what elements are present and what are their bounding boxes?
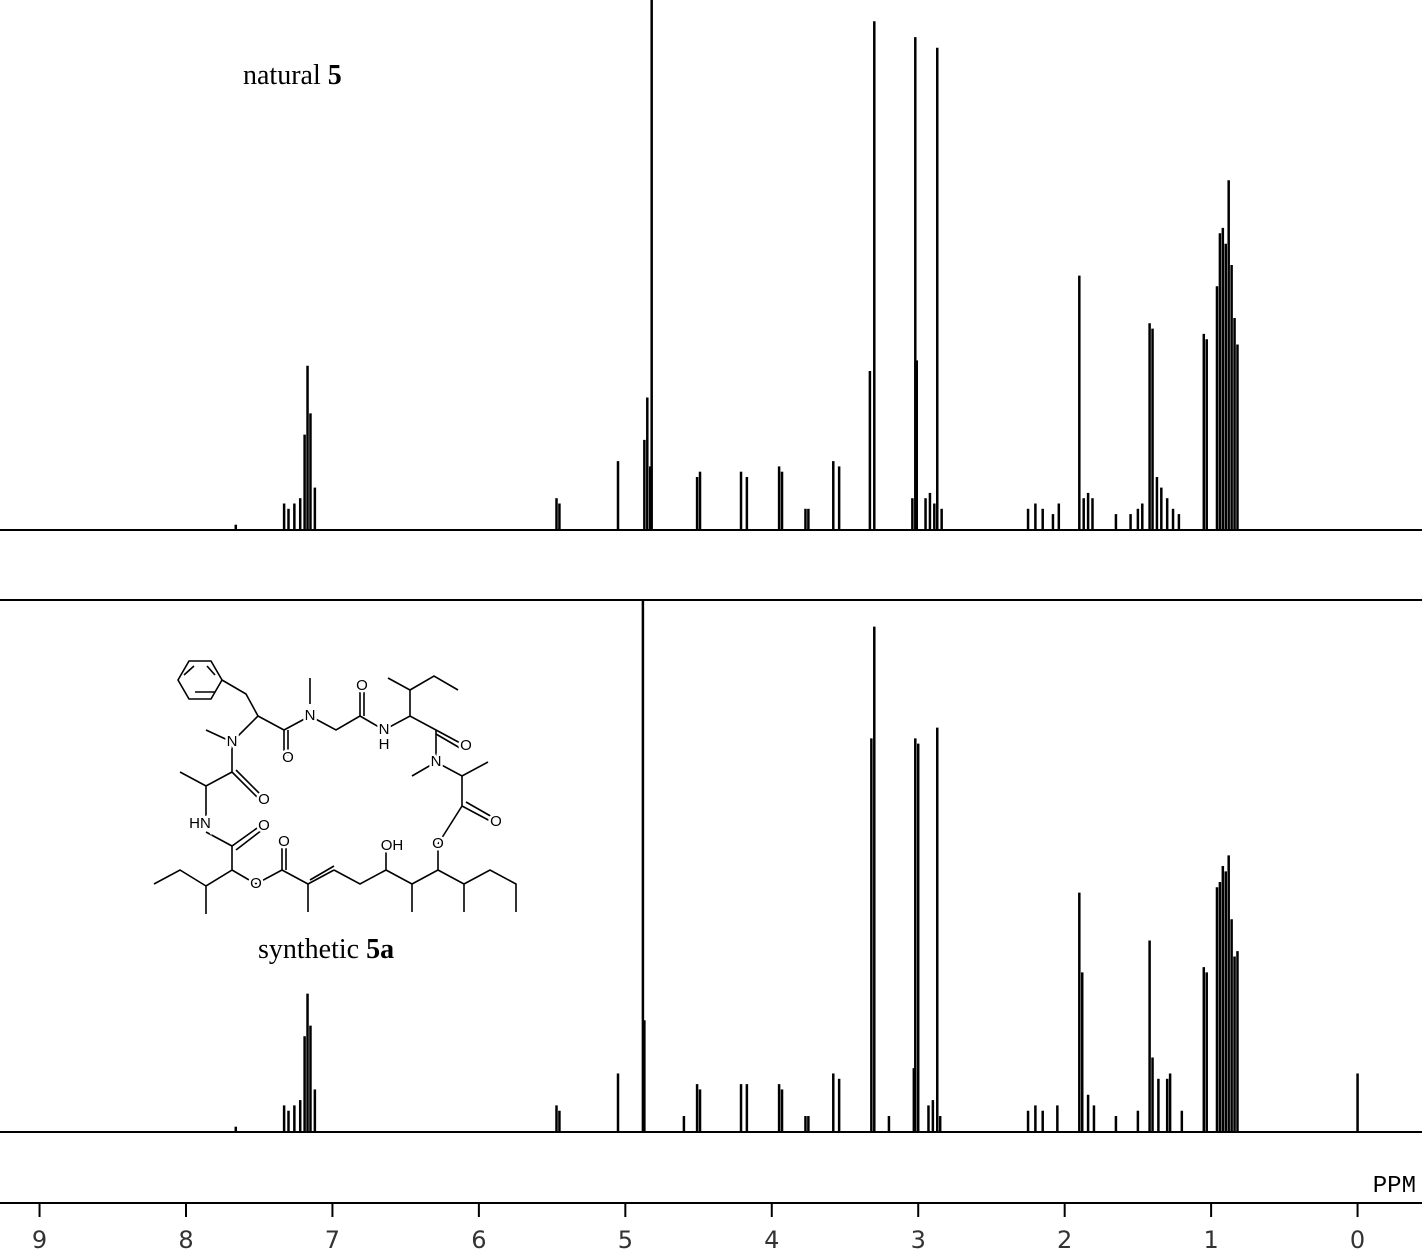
label-text: synthetic: [258, 934, 359, 965]
atom-label: H: [379, 736, 390, 753]
atom-label: HN: [189, 815, 211, 832]
structure: N O N O N H O N O HN O O OH O O O: [153, 660, 517, 914]
panel-label: natural 5: [243, 60, 342, 91]
x-tick-label: 7: [325, 1226, 340, 1252]
structure-bonds: [153, 660, 517, 914]
atom-label: N: [305, 707, 316, 724]
atom-label: O: [258, 791, 270, 808]
atom-label: O: [250, 875, 262, 892]
label-compound: 5: [328, 60, 342, 91]
x-tick-label: 0: [1350, 1226, 1365, 1252]
atom-label: N: [227, 733, 238, 750]
atom-label: O: [490, 813, 502, 830]
atom-label: O: [258, 817, 270, 834]
x-tick-label: 1: [1203, 1226, 1218, 1252]
x-tick-label: 3: [911, 1226, 926, 1252]
label-text: natural: [243, 60, 321, 91]
x-tick-label: 2: [1057, 1226, 1072, 1252]
atom-label: O: [432, 835, 444, 852]
atom-label: O: [356, 677, 368, 694]
label-compound: 5a: [366, 934, 394, 965]
atom-label: N: [431, 753, 442, 770]
x-axis-label: PPM: [1373, 1173, 1416, 1200]
panel-label: synthetic 5a: [258, 934, 394, 965]
atom-label: N: [379, 721, 390, 738]
x-tick-label: 8: [178, 1226, 193, 1252]
atom-label: OH: [381, 837, 404, 854]
x-tick-label: 4: [764, 1226, 779, 1252]
x-tick-label: 6: [471, 1226, 486, 1252]
atom-label: O: [460, 737, 472, 754]
x-tick-label: 9: [32, 1226, 47, 1252]
atom-label: O: [278, 833, 290, 850]
x-tick-label: 5: [618, 1226, 633, 1252]
atom-label: O: [282, 749, 294, 766]
